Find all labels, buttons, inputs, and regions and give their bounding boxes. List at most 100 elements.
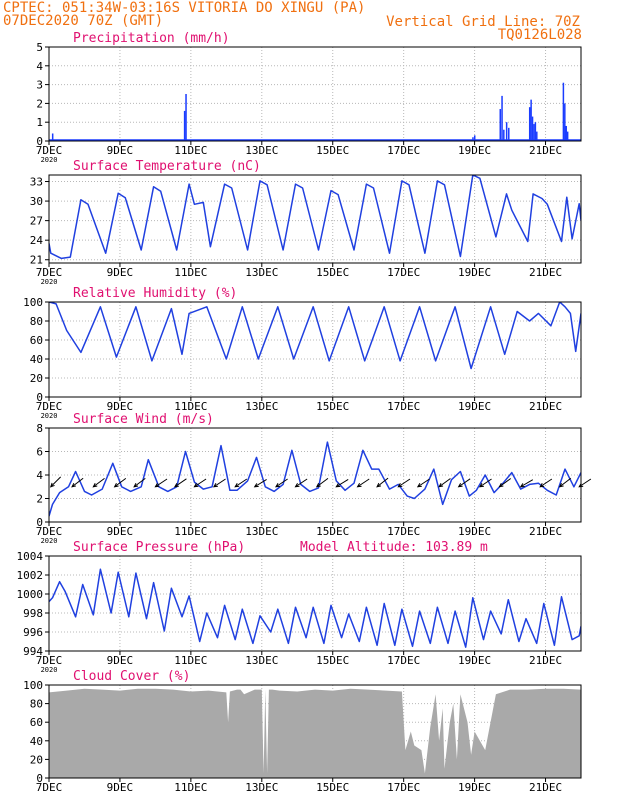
y-tick-label: 100 (23, 296, 43, 309)
panel-title: Precipitation (mm/h) (73, 31, 230, 46)
wind-vector-shaft (336, 478, 349, 488)
x-tick-label: 11DEC (174, 654, 207, 667)
wind-vector-shaft (254, 478, 267, 488)
x-tick-label: 9DEC (107, 781, 134, 794)
precip-bar (565, 125, 567, 141)
wind-vector-shaft (174, 478, 187, 488)
wind-vector-head (519, 483, 525, 488)
wind-vector-head (376, 482, 382, 488)
series-line (49, 441, 581, 517)
wind-vector-head (154, 483, 160, 488)
wind-vector-head (133, 482, 139, 488)
wind-vector-head (498, 482, 504, 488)
x-tick-label: 13DEC (245, 144, 278, 157)
y-tick-label: 1 (36, 116, 43, 129)
x-tick-label: 17DEC (387, 525, 420, 538)
wind-vector-head (457, 483, 463, 488)
wind-vector-shaft (417, 478, 430, 488)
wind-vector-head (335, 483, 341, 488)
precip-bar (564, 103, 566, 141)
y-tick-label: 21 (30, 254, 43, 267)
x-tick-label: 17DEC (387, 400, 420, 413)
y-tick-label: 3 (36, 79, 43, 92)
precip-bar (533, 124, 535, 141)
x-tick-label: 7DEC (36, 781, 63, 794)
wind-vector (133, 477, 146, 488)
x-tick-label: 13DEC (245, 654, 278, 667)
x-tick-label: 9DEC (107, 144, 134, 157)
x-tick-label: 13DEC (245, 266, 278, 279)
y-tick-label: 0 (36, 391, 43, 404)
x-year-label: 2020 (41, 412, 58, 420)
wind-vector-head (113, 482, 119, 488)
wind-vector-head (49, 482, 55, 488)
wind-vector (376, 477, 389, 488)
x-tick-label: 21DEC (529, 266, 562, 279)
wind-vector-shaft (398, 478, 411, 488)
x-tick-label: 19DEC (458, 654, 491, 667)
wind-vector-shaft (234, 478, 248, 488)
panel-subtitle: Model Altitude: 103.89 m (300, 540, 488, 555)
y-tick-label: 33 (30, 176, 43, 189)
x-tick-label: 17DEC (387, 144, 420, 157)
y-tick-label: 998 (23, 607, 43, 620)
wind-vector-shaft (71, 477, 84, 488)
precip-bar (528, 107, 531, 141)
wind-vector-head (478, 483, 484, 488)
y-tick-label: 6 (36, 446, 43, 459)
wind-vector-head (539, 483, 545, 488)
wind-vector (498, 478, 512, 488)
grid-note: Vertical Grid Line: 70Z (386, 14, 580, 30)
cloud-cover-area (49, 688, 581, 778)
wind-vector-shaft (50, 476, 62, 488)
x-tick-label: 17DEC (387, 266, 420, 279)
wind-vector (478, 478, 492, 488)
x-tick-label: 11DEC (174, 400, 207, 413)
wind-vector-head (315, 482, 321, 488)
x-year-label: 2020 (41, 666, 58, 674)
y-tick-label: 994 (23, 645, 43, 658)
x-tick-label: 11DEC (174, 525, 207, 538)
precip-bar (531, 116, 534, 141)
wind-vector (173, 478, 187, 488)
x-tick-label: 17DEC (387, 654, 420, 667)
precip-bar (51, 133, 54, 141)
wind-vector-head (275, 483, 281, 488)
x-tick-label: 9DEC (107, 266, 134, 279)
y-tick-label: 4 (36, 60, 43, 73)
x-tick-label: 15DEC (316, 654, 349, 667)
wind-vector-head (416, 483, 422, 488)
precip-bar (472, 137, 474, 141)
x-tick-label: 7DEC (36, 654, 63, 667)
x-tick-label: 19DEC (458, 266, 491, 279)
x-tick-label: 9DEC (107, 525, 134, 538)
model-code: TQ0126L028 (497, 27, 582, 43)
panel-title: Surface Temperature (nC) (73, 159, 261, 174)
wind-vector (212, 478, 226, 488)
wind-vector-shaft (499, 478, 512, 488)
wind-vector (558, 477, 572, 488)
wind-vector (335, 478, 349, 488)
precip-bar (503, 129, 505, 141)
y-tick-label: 20 (30, 372, 43, 385)
panel-frame (48, 301, 582, 398)
y-tick-label: 20 (30, 753, 43, 766)
wind-vector (113, 477, 127, 488)
wind-vector (519, 479, 534, 488)
wind-vector-shaft (93, 477, 105, 488)
wind-vector-shaft (357, 478, 370, 488)
y-tick-label: 80 (30, 315, 43, 328)
y-tick-label: 4 (36, 469, 43, 482)
y-tick-label: 8 (36, 422, 43, 435)
x-tick-label: 13DEC (245, 400, 278, 413)
wind-vector-shaft (316, 477, 329, 488)
y-tick-label: 27 (30, 215, 43, 228)
y-tick-label: 0 (36, 772, 43, 785)
x-tick-label: 19DEC (458, 400, 491, 413)
precip-bar (508, 127, 510, 141)
x-tick-label: 19DEC (458, 781, 491, 794)
precip-bar (499, 109, 502, 141)
y-tick-label: 996 (23, 626, 43, 639)
wind-vector (294, 478, 308, 488)
x-tick-label: 21DEC (529, 525, 562, 538)
